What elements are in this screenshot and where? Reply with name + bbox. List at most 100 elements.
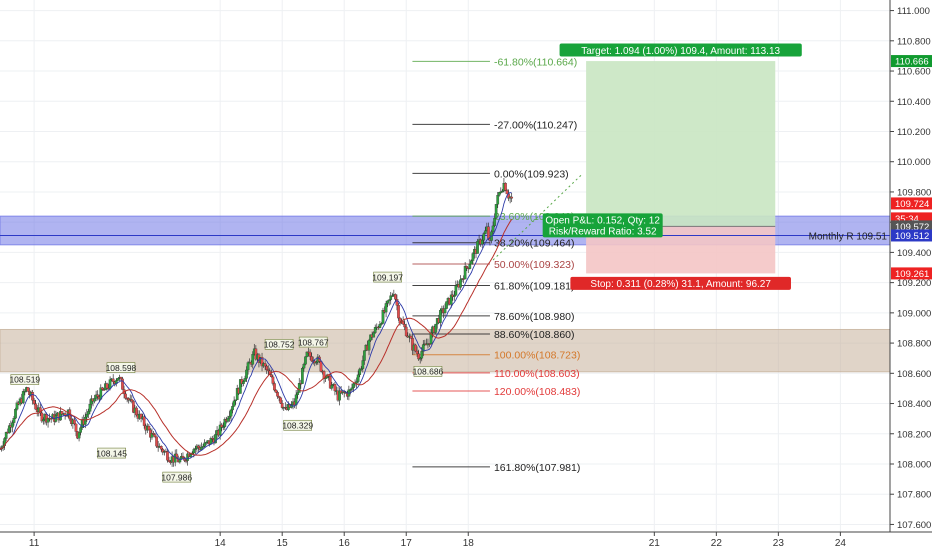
candle-body [15,402,19,410]
candle-body [434,323,438,333]
candle-body [194,448,197,450]
position-tool[interactable] [586,61,776,274]
candle-body [34,403,38,410]
candle-body [409,335,413,339]
candle-body [350,387,354,390]
candle-body [0,448,2,451]
candle-body [276,392,279,397]
candle-body [497,192,501,196]
candle-body [333,384,337,392]
candle-body [197,445,200,448]
candle-body [470,260,473,265]
price-label-box [283,419,313,431]
candle-body [504,182,507,191]
price-label: 109.197 [372,272,403,282]
moving-averages [0,192,513,461]
candle-body [4,431,8,439]
candle-body [277,396,281,398]
candle-body [167,460,171,462]
price-label-box [97,447,126,459]
candle-body [304,356,307,365]
price-tick-label: 109.200 [897,278,931,289]
candle-body [308,351,312,357]
candle-body [271,376,275,384]
price-badge-bg [891,229,932,242]
price-tick-label: 107.800 [897,490,931,501]
fib-label: -27.00%(110.247) [494,119,577,131]
time-tick-label: 22 [711,538,723,549]
candle-body [280,403,284,408]
candle-body [499,191,503,193]
price-tick-label: 109.000 [897,308,931,319]
time-tick-label: 11 [29,538,40,549]
candle-body [319,361,323,372]
candle-body [242,381,245,384]
candle-body [417,353,420,360]
fibonacci-retracement[interactable]: -61.80%(110.664) -27.00%(110.247) 0.00%(10… [412,56,584,474]
price-label: 107.986 [161,472,192,482]
fib-trend-line [492,172,584,261]
candles [0,177,514,467]
price-tick-label: 109.400 [897,248,931,259]
candle-body [189,454,193,457]
time-axis[interactable]: 11 14 15 16 17 18 21 22 23 24 [0,531,932,549]
candle-body [338,390,341,401]
candle-body [234,399,238,402]
candle-body [361,360,365,369]
candle-body [116,377,120,381]
candle-body [211,438,214,440]
candle-body [279,397,282,404]
price-label-box [264,339,294,350]
candle-body [313,360,317,364]
candle-body [218,424,222,436]
price-badge: 109.261 [895,269,929,280]
price-badge: 109.724 [895,199,929,210]
candle-body [119,377,123,380]
price-badge: 109.572 [895,222,929,233]
time-tick-label: 14 [215,538,227,549]
fib-label: 78.60%(108.980) [494,311,575,323]
candle-body [192,449,196,454]
candle-body [152,433,155,435]
candle-body [493,217,496,227]
candle-body [328,376,332,389]
fib-label: 38.20%(109.464) [494,238,575,250]
candle-body [463,266,467,280]
candle-body [87,411,90,415]
candle-body [349,389,352,391]
candle-body [378,324,382,328]
candle-body [31,392,34,401]
price-axis[interactable]: 111.000 110.800 110.600 110.400 110.200 110.0… [889,0,931,532]
fib-label: 120.00%(108.483) [494,386,580,398]
candle-body [131,400,135,413]
candle-body [471,253,475,261]
price-tick-label: 107.600 [897,520,931,531]
candle-body [301,368,304,384]
time-tick-label: 15 [277,538,289,549]
candle-body [21,391,25,404]
candle-body [77,432,81,439]
fast-moving-average [0,192,512,461]
price-tick-label: 110.600 [897,67,931,78]
candle-body [159,446,163,450]
stop-label: Stop: 0.311 (0.28%) 31.1, Amount: 96.27 [590,279,771,290]
candle-body [476,241,479,254]
fib-label: 50.00%(109.323) [494,259,575,271]
open-pnl-box [542,213,663,238]
candle-body [401,321,405,325]
candle-body [204,441,208,444]
candle-body [142,416,146,426]
candle-body [12,418,16,423]
candle-body [155,436,158,447]
candle-body [359,368,363,370]
candle-body [487,226,490,239]
candle-body [404,326,408,337]
candle-body [229,409,233,417]
price-label: 108.752 [264,340,295,350]
candle-body [395,299,399,306]
candle-body [483,230,487,234]
candle-body [93,398,96,402]
open-pnl-label: Open P&L: 0.152, Qty: 12 [545,215,660,226]
price-label: 108.329 [282,420,313,430]
